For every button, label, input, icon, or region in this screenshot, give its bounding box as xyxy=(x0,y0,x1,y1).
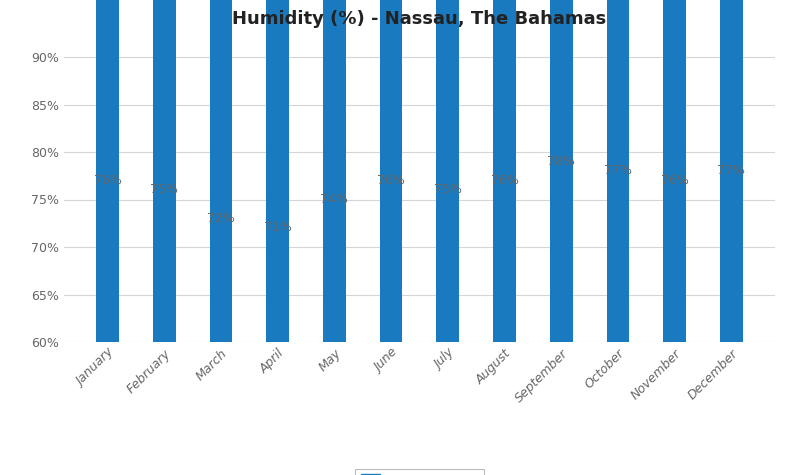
Bar xyxy=(606,0,630,342)
Text: 78%: 78% xyxy=(547,155,575,168)
Bar xyxy=(323,0,346,342)
Text: 72%: 72% xyxy=(207,212,235,225)
Bar xyxy=(720,0,743,342)
Text: 75%: 75% xyxy=(434,183,462,196)
Text: 75%: 75% xyxy=(150,183,178,196)
Text: 74%: 74% xyxy=(320,193,348,206)
Legend: Humidity (%): Humidity (%) xyxy=(356,469,483,475)
Bar xyxy=(436,0,459,342)
Text: 76%: 76% xyxy=(377,174,405,187)
Bar xyxy=(380,0,403,342)
Text: 76%: 76% xyxy=(491,174,519,187)
Bar xyxy=(266,0,289,342)
Text: 77%: 77% xyxy=(718,164,745,177)
Text: 76%: 76% xyxy=(93,174,121,187)
Bar xyxy=(493,0,516,342)
Text: 76%: 76% xyxy=(661,174,689,187)
Bar xyxy=(153,0,176,342)
Text: 71%: 71% xyxy=(264,221,292,234)
Bar xyxy=(663,0,686,342)
Bar xyxy=(209,0,233,342)
Bar xyxy=(550,0,573,342)
Text: 77%: 77% xyxy=(604,164,632,177)
Title: Humidity (%) - Nassau, The Bahamas: Humidity (%) - Nassau, The Bahamas xyxy=(233,10,606,28)
Bar xyxy=(96,0,119,342)
